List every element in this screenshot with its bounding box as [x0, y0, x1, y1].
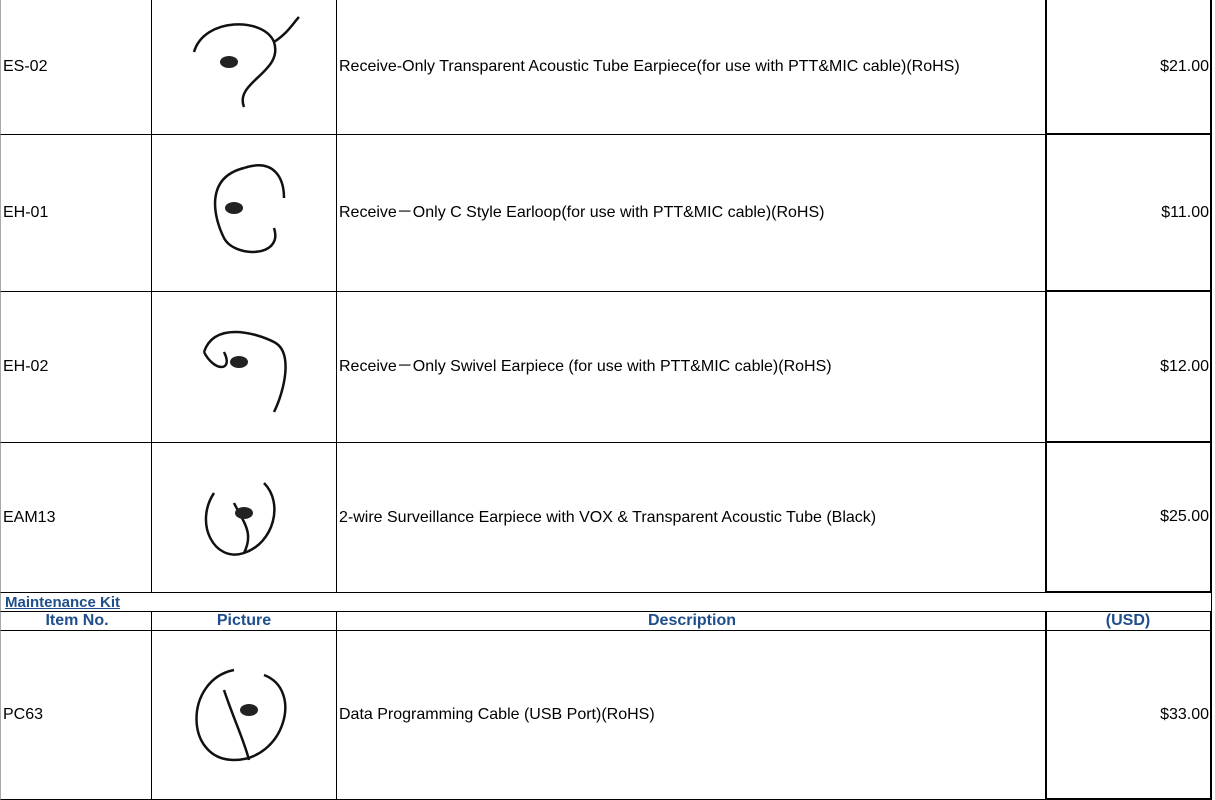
item-no: ES-02	[0, 0, 152, 135]
product-picture	[213, 164, 286, 254]
price-text: $25.00	[1160, 508, 1209, 525]
item-no: EH-02	[0, 292, 152, 443]
cable-drawing	[213, 164, 286, 254]
description: Receive－Only Swivel Earpiece (for use wi…	[337, 292, 1046, 443]
picture	[152, 292, 337, 443]
description-text: 2-wire Surveillance Earpiece with VOX & …	[339, 508, 877, 526]
cable-drawing	[202, 330, 287, 413]
picture	[152, 135, 337, 292]
price-text: $21.00	[1160, 57, 1209, 75]
column-header: Description	[337, 612, 1046, 631]
column-header: Picture	[152, 612, 337, 631]
product-picture	[204, 481, 276, 556]
cable-drawing	[195, 668, 287, 762]
description: Receive-Only Transparent Acoustic Tube E…	[337, 0, 1046, 135]
price: $11.00	[1046, 135, 1212, 292]
price: $33.00	[1046, 631, 1212, 800]
item-no-text: EAM13	[3, 508, 56, 526]
price: $21.00	[1046, 0, 1212, 135]
item-no-text: ES-02	[3, 58, 48, 75]
section-title: Maintenance Kit	[0, 593, 1212, 612]
price: $25.00	[1046, 443, 1212, 593]
item-no-text: PC63	[3, 706, 44, 723]
description-text: Data Programming Cable (USB Port)(RoHS)	[339, 706, 655, 723]
product-picture	[202, 330, 287, 413]
column-header-text: Item No.	[45, 612, 109, 629]
column-header-text: (USD)	[1105, 612, 1151, 629]
price: $12.00	[1046, 292, 1212, 443]
description: Receive－Only C Style Earloop(for use wit…	[337, 135, 1046, 292]
earpiece	[235, 506, 253, 519]
product-picture	[195, 668, 287, 762]
column-header: Item No.	[0, 612, 152, 631]
picture	[152, 443, 337, 593]
earpiece	[240, 704, 258, 716]
description-text: Receive-Only Transparent Acoustic Tube E…	[339, 58, 960, 75]
description: Data Programming Cable (USB Port)(RoHS)	[337, 631, 1046, 800]
earpiece	[220, 56, 238, 68]
column-header-text: Description	[647, 612, 736, 629]
cable-drawing	[192, 16, 300, 108]
picture	[152, 631, 337, 800]
price-text: $33.00	[1160, 705, 1209, 723]
earpiece	[225, 202, 243, 214]
picture	[152, 0, 337, 135]
item-no-text: EH-01	[3, 204, 49, 221]
item-no: EAM13	[0, 443, 152, 593]
item-no-text: EH-02	[3, 358, 49, 375]
description-text: Receive－Only C Style Earloop(for use wit…	[339, 204, 825, 221]
item-no: PC63	[0, 631, 152, 800]
price-text: $11.00	[1161, 203, 1209, 221]
earpiece	[230, 356, 248, 368]
product-picture	[192, 16, 300, 108]
item-no: EH-01	[0, 135, 152, 292]
column-header-text: Picture	[216, 612, 272, 629]
description: 2-wire Surveillance Earpiece with VOX & …	[337, 443, 1046, 593]
cable-drawing	[204, 481, 276, 556]
price-text: $12.00	[1160, 357, 1209, 375]
description-text: Receive－Only Swivel Earpiece (for use wi…	[339, 358, 832, 375]
column-header: (USD)	[1046, 612, 1212, 631]
